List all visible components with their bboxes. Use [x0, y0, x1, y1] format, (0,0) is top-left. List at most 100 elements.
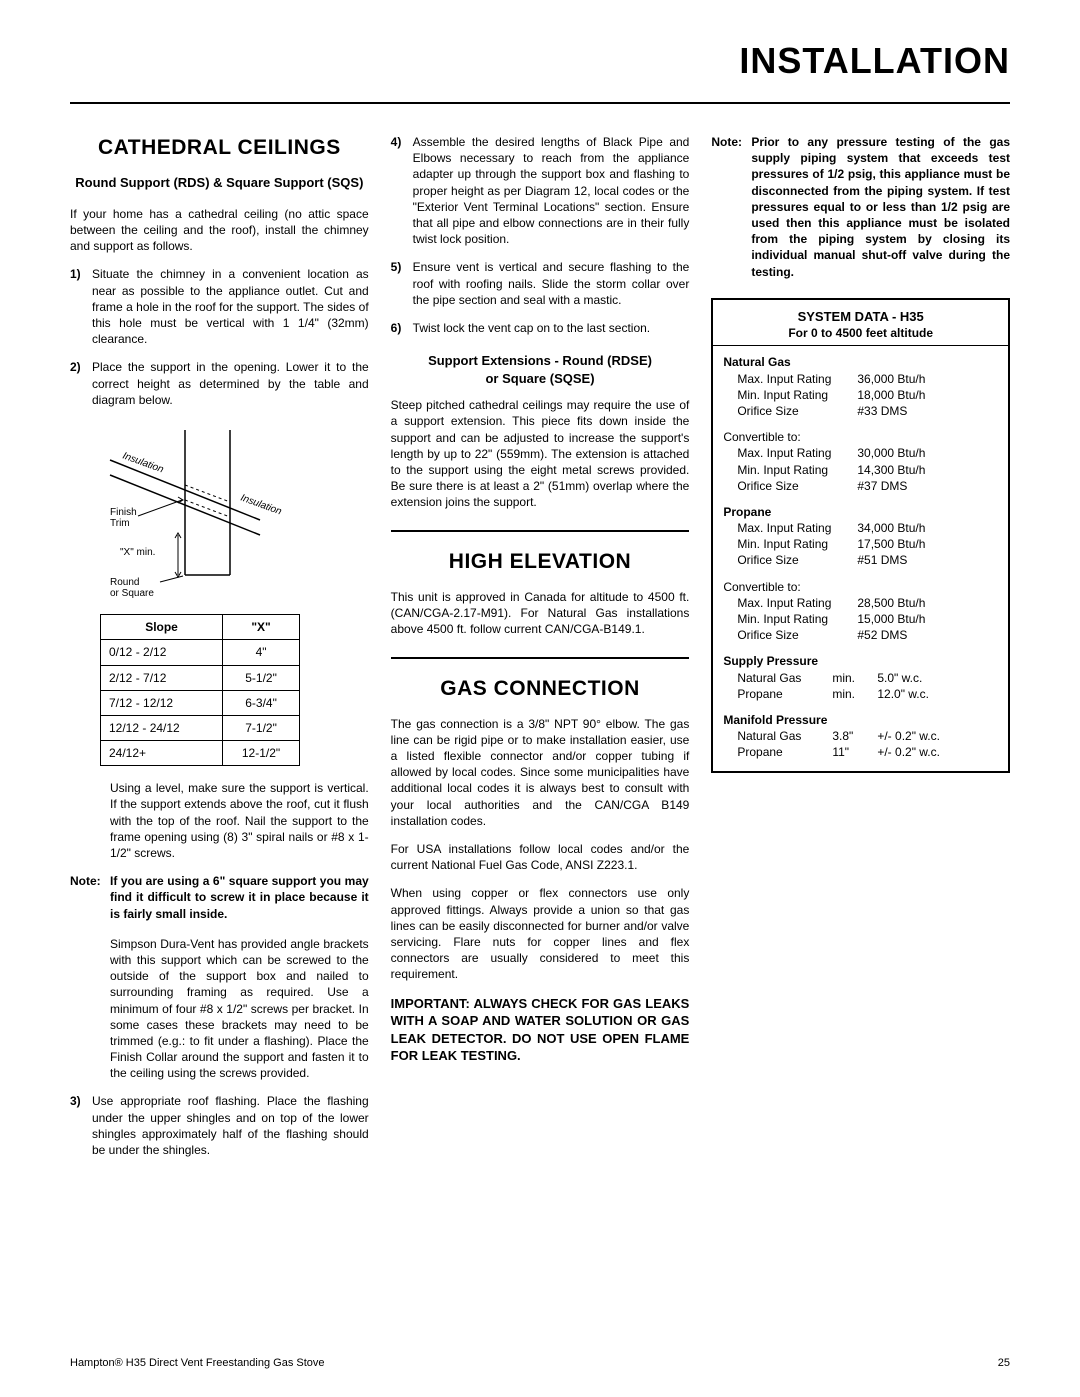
pressure-note: Note: Prior to any pressure testing of t… [711, 134, 1010, 280]
step-3: Use appropriate roof flashing. Place the… [92, 1093, 369, 1158]
page-footer: Hampton® H35 Direct Vent Freestanding Ga… [70, 1357, 1010, 1369]
table-cell: 0/12 - 2/12 [101, 640, 223, 665]
spec-val: #52 DMS [857, 627, 998, 643]
spec-val: +/- 0.2" w.c. [877, 744, 998, 760]
spec-val: #37 DMS [857, 478, 998, 494]
spec-key: Min. Input Rating [737, 462, 857, 478]
spec-key: Propane [737, 744, 832, 760]
step-6: Twist lock the vent cap on to the last s… [413, 320, 690, 336]
header-rule [70, 102, 1010, 104]
step-num: 2) [70, 359, 92, 408]
table-cell: 6-3/4" [223, 690, 300, 715]
spec-val: #33 DMS [857, 403, 998, 419]
gas-important: IMPORTANT: ALWAYS CHECK FOR GAS LEAKS WI… [391, 995, 690, 1065]
footer-left: Hampton® H35 Direct Vent Freestanding Ga… [70, 1357, 325, 1369]
spec-key: Max. Input Rating [737, 371, 857, 387]
column-3: Note: Prior to any pressure testing of t… [711, 134, 1010, 1170]
spec-key: Min. Input Rating [737, 536, 857, 552]
step-2: Place the support in the opening. Lower … [92, 359, 369, 408]
spec-mid: 11" [832, 744, 877, 760]
spec-val: +/- 0.2" w.c. [877, 728, 998, 744]
ext-paragraph: Steep pitched cathedral ceilings may req… [391, 397, 690, 510]
step-5: Ensure vent is vertical and secure flash… [413, 259, 690, 308]
manifold-title: Manifold Pressure [723, 712, 998, 728]
ext-heading: Support Extensions - Round (RDSE)or Squa… [391, 352, 690, 387]
spec-mid: min. [832, 670, 877, 686]
system-data-box: SYSTEM DATA - H35 For 0 to 4500 feet alt… [711, 298, 1010, 773]
lp-title: Propane [723, 504, 998, 520]
supply-title: Supply Pressure [723, 653, 998, 669]
spec-key: Min. Input Rating [737, 611, 857, 627]
spec-val: 15,000 Btu/h [857, 611, 998, 627]
spec-val: 18,000 Btu/h [857, 387, 998, 403]
svg-text:FinishTrim: FinishTrim [110, 507, 137, 529]
note-body: If you are using a 6" square support you… [110, 873, 369, 922]
spec-key: Orifice Size [737, 627, 857, 643]
gas-connection-heading: GAS CONNECTION [391, 675, 690, 703]
box-title: SYSTEM DATA - H35 [723, 308, 998, 326]
step-num: 1) [70, 266, 92, 347]
slope-table: Slope"X" 0/12 - 2/124" 2/12 - 7/125-1/2"… [100, 614, 300, 766]
step-num: 5) [391, 259, 413, 308]
spec-val: 12.0" w.c. [877, 686, 998, 702]
gas-para-3: When using copper or flex connectors use… [391, 885, 690, 982]
table-cell: 4" [223, 640, 300, 665]
page-title: INSTALLATION [70, 40, 1010, 82]
spec-key: Max. Input Rating [737, 595, 857, 611]
content-columns: CATHEDRAL CEILINGS Round Support (RDS) &… [70, 134, 1010, 1170]
box-sub: For 0 to 4500 feet altitude [723, 325, 998, 341]
cathedral-heading: CATHEDRAL CEILINGS [70, 134, 369, 162]
spec-key: Min. Input Rating [737, 387, 857, 403]
footer-right: 25 [998, 1357, 1010, 1369]
column-2: 4)Assemble the desired lengths of Black … [391, 134, 690, 1170]
high-elevation-para: This unit is approved in Canada for alti… [391, 589, 690, 638]
spec-val: 34,000 Btu/h [857, 520, 998, 536]
svg-text:Roundor SquareSupport: Roundor SquareSupport [110, 577, 154, 600]
spec-key: Natural Gas [737, 728, 832, 744]
section-rule [391, 530, 690, 532]
cathedral-sub: Round Support (RDS) & Square Support (SQ… [70, 174, 369, 192]
spec-val: 14,300 Btu/h [857, 462, 998, 478]
spec-key: Max. Input Rating [737, 445, 857, 461]
note-body: Prior to any pressure testing of the gas… [751, 134, 1010, 280]
spec-key: Orifice Size [737, 478, 857, 494]
table-cell: 7-1/2" [223, 715, 300, 740]
gas-para-1: The gas connection is a 3/8" NPT 90° elb… [391, 716, 690, 829]
step-num: 6) [391, 320, 413, 336]
spec-key: Propane [737, 686, 832, 702]
note-label: Note: [70, 873, 110, 922]
lp-conv-title: Convertible to: [723, 579, 998, 595]
table-header: "X" [223, 615, 300, 640]
spec-mid: 3.8" [832, 728, 877, 744]
spec-key: Max. Input Rating [737, 520, 857, 536]
ceiling-diagram: Insulation Insulation FinishTrim "X" min… [90, 420, 369, 604]
column-1: CATHEDRAL CEILINGS Round Support (RDS) &… [70, 134, 369, 1170]
cathedral-intro: If your home has a cathedral ceiling (no… [70, 206, 369, 255]
step-num: 3) [70, 1093, 92, 1158]
svg-text:"X" min.: "X" min. [120, 547, 155, 558]
table-cell: 12/12 - 24/12 [101, 715, 223, 740]
spec-mid: min. [832, 686, 877, 702]
section-rule [391, 657, 690, 659]
table-cell: 7/12 - 12/12 [101, 690, 223, 715]
step-4: Assemble the desired lengths of Black Pi… [413, 134, 690, 247]
table-header: Slope [101, 615, 223, 640]
spec-val: 28,500 Btu/h [857, 595, 998, 611]
table-cell: 5-1/2" [223, 665, 300, 690]
spec-key: Orifice Size [737, 403, 857, 419]
spec-val: 17,500 Btu/h [857, 536, 998, 552]
ng-conv-title: Convertible to: [723, 429, 998, 445]
spec-key: Natural Gas [737, 670, 832, 686]
table-cell: 24/12+ [101, 741, 223, 766]
simpson-paragraph: Simpson Dura-Vent has provided angle bra… [110, 936, 369, 1082]
table-cell: 12-1/2" [223, 741, 300, 766]
step-1: Situate the chimney in a convenient loca… [92, 266, 369, 347]
svg-text:Insulation: Insulation [121, 450, 165, 475]
spec-val: 36,000 Btu/h [857, 371, 998, 387]
table-cell: 2/12 - 7/12 [101, 665, 223, 690]
spec-val: 5.0" w.c. [877, 670, 998, 686]
note-6in: Note: If you are using a 6" square suppo… [70, 873, 369, 922]
high-elevation-heading: HIGH ELEVATION [391, 548, 690, 576]
ng-title: Natural Gas [723, 354, 998, 370]
level-paragraph: Using a level, make sure the support is … [110, 780, 369, 861]
